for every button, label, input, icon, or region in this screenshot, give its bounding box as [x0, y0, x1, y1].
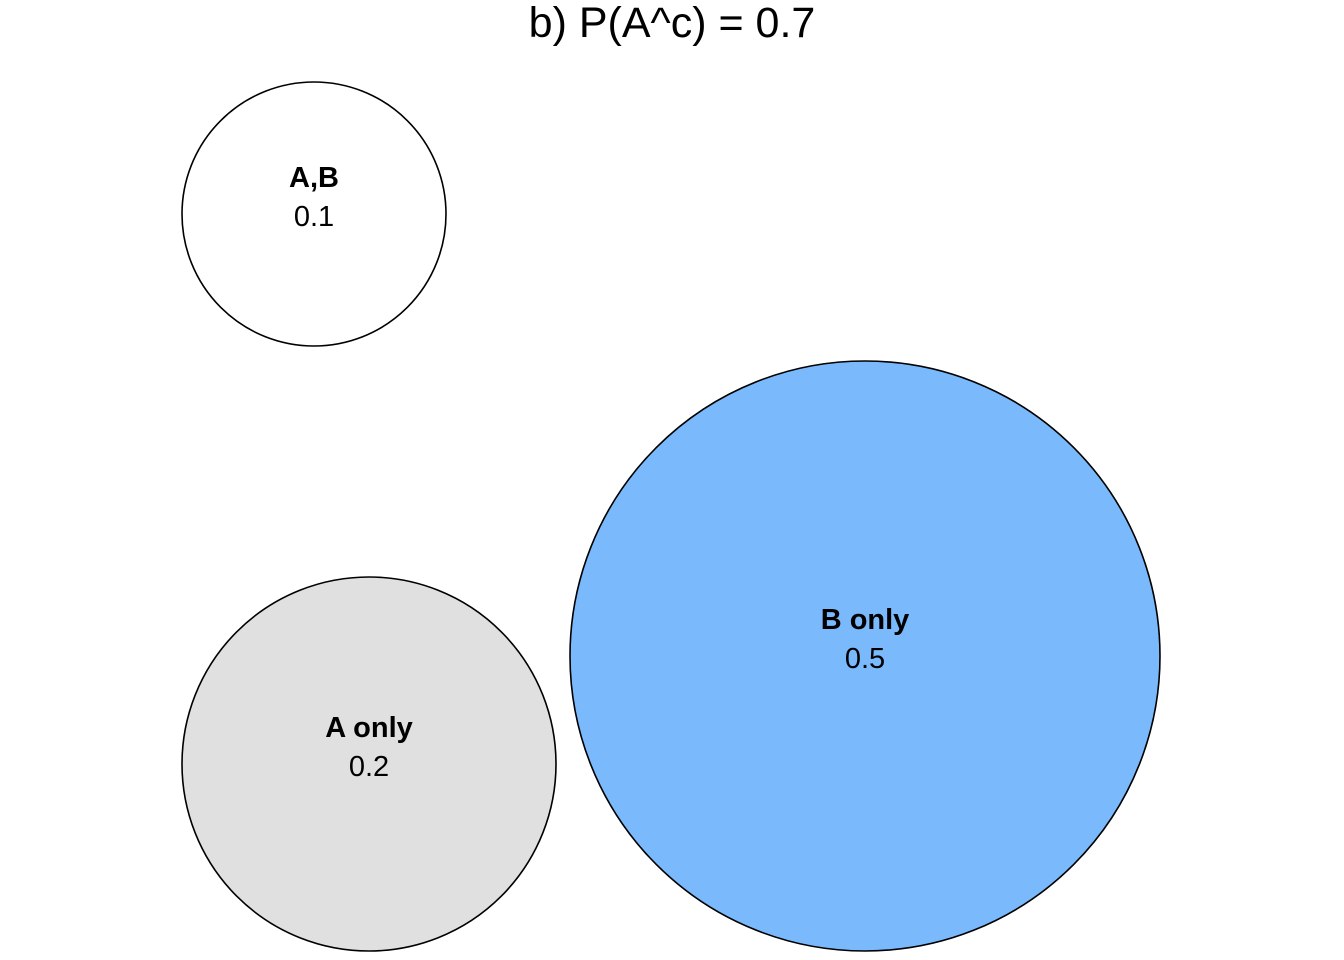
bubble-b-only-circle [569, 360, 1161, 952]
bubble-b-only: B only 0.5 [569, 360, 1161, 952]
bubble-a-and-b: A,B 0.1 [181, 81, 447, 347]
bubble-b-only-label: B only [821, 604, 910, 636]
bubble-a-only-label: A only [325, 712, 413, 744]
bubble-a-only: A only 0.2 [181, 576, 557, 952]
bubble-a-and-b-circle [181, 81, 447, 347]
bubble-a-and-b-value: 0.1 [294, 201, 334, 233]
bubble-a-and-b-label: A,B [289, 162, 339, 194]
bubble-a-only-circle [181, 576, 557, 952]
bubble-b-only-value: 0.5 [845, 643, 885, 675]
diagram-title: b) P(A^c) = 0.7 [529, 0, 816, 47]
bubble-a-only-value: 0.2 [349, 751, 389, 783]
